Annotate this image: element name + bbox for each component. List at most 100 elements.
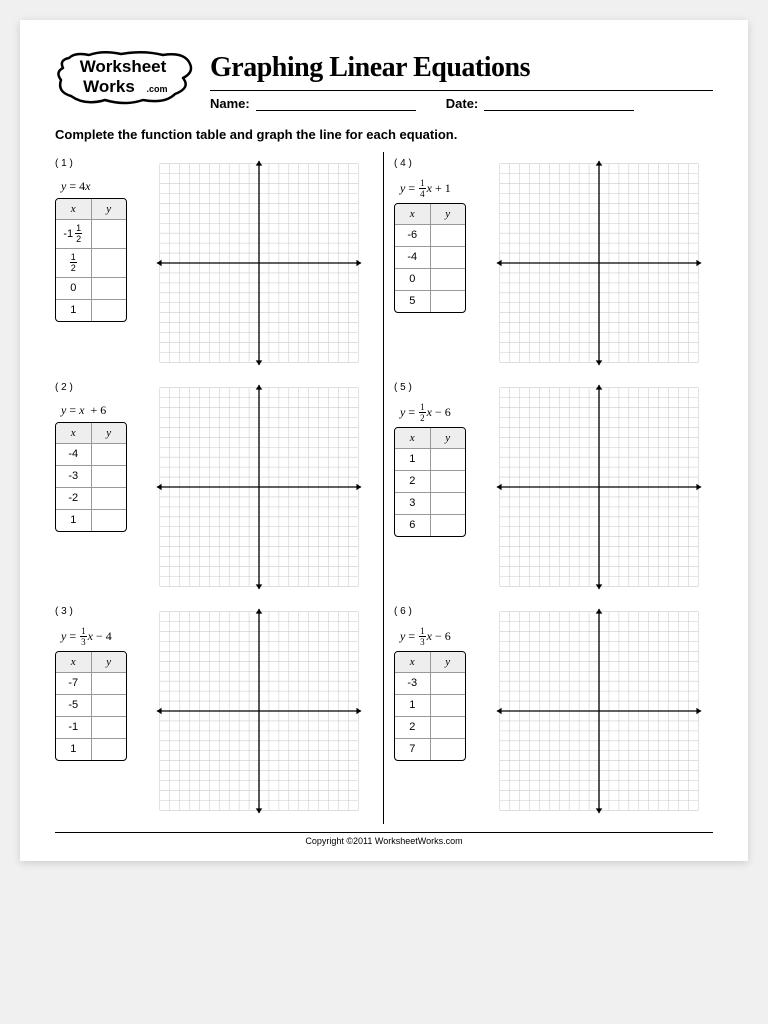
- date-blank[interactable]: [484, 95, 634, 111]
- table-row: -112: [56, 219, 126, 248]
- equation: y = 14x + 1: [394, 179, 476, 199]
- table-row: 7: [395, 738, 465, 760]
- table-row: -6: [395, 224, 465, 246]
- y-cell[interactable]: [431, 493, 466, 514]
- problem-left: ( 5 ) y = 12x − 6 x y 1236: [394, 382, 476, 592]
- equation: y = 4x: [55, 179, 137, 194]
- y-cell[interactable]: [431, 247, 466, 268]
- header-right: Graphing Linear Equations Name: Date:: [210, 50, 713, 111]
- y-cell[interactable]: [431, 673, 466, 694]
- grid-area[interactable]: [145, 606, 373, 816]
- problem-left: ( 6 ) y = 13x − 6 x y -3127: [394, 606, 476, 816]
- table-row: 3: [395, 492, 465, 514]
- y-cell[interactable]: [431, 291, 466, 312]
- coordinate-grid: [494, 606, 704, 816]
- y-header: y: [92, 199, 127, 219]
- y-cell[interactable]: [431, 739, 466, 760]
- name-label: Name:: [210, 96, 250, 111]
- grid-area[interactable]: [145, 158, 373, 368]
- x-header: x: [56, 423, 92, 443]
- x-cell: 6: [395, 515, 431, 536]
- y-header: y: [431, 652, 466, 672]
- grid-area[interactable]: [145, 382, 373, 592]
- table-row: -3: [56, 465, 126, 487]
- name-blank[interactable]: [256, 95, 416, 111]
- x-cell: -4: [56, 444, 92, 465]
- table-row: 1: [395, 448, 465, 470]
- table-row: 1: [56, 738, 126, 760]
- x-cell: -1: [56, 717, 92, 738]
- y-cell[interactable]: [92, 300, 127, 321]
- problem-left: ( 2 ) y = x + 6 x y -4-3-21: [55, 382, 137, 592]
- y-cell[interactable]: [92, 220, 127, 248]
- coordinate-grid: [154, 158, 364, 368]
- coordinate-grid: [494, 158, 704, 368]
- y-cell[interactable]: [431, 471, 466, 492]
- y-cell[interactable]: [431, 695, 466, 716]
- y-cell[interactable]: [92, 695, 127, 716]
- x-cell: 1: [56, 739, 92, 760]
- y-cell[interactable]: [92, 510, 127, 531]
- table-header: x y: [56, 652, 126, 672]
- table-row: 5: [395, 290, 465, 312]
- equation: y = x + 6: [55, 403, 137, 418]
- column-left: ( 1 ) y = 4x x y -1121201 ( 2 ) y = x + …: [55, 152, 384, 824]
- name-field: Name:: [210, 95, 416, 111]
- table-row: -4: [56, 443, 126, 465]
- problem-number: ( 4 ): [394, 158, 476, 169]
- table-row: -4: [395, 246, 465, 268]
- y-cell[interactable]: [92, 466, 127, 487]
- logo: Worksheet Works .com: [55, 50, 195, 115]
- problem: ( 3 ) y = 13x − 4 x y -7-5-11: [55, 600, 373, 824]
- y-cell[interactable]: [431, 269, 466, 290]
- y-cell[interactable]: [431, 449, 466, 470]
- y-cell[interactable]: [92, 673, 127, 694]
- function-table: x y 1236: [394, 427, 466, 537]
- table-row: -7: [56, 672, 126, 694]
- x-cell: 0: [395, 269, 431, 290]
- coordinate-grid: [494, 382, 704, 592]
- y-cell[interactable]: [431, 717, 466, 738]
- y-cell[interactable]: [92, 249, 127, 277]
- problem: ( 2 ) y = x + 6 x y -4-3-21: [55, 376, 373, 600]
- problem: ( 4 ) y = 14x + 1 x y -6-405: [394, 152, 713, 376]
- x-cell: 7: [395, 739, 431, 760]
- x-header: x: [395, 652, 431, 672]
- x-cell: -2: [56, 488, 92, 509]
- coordinate-grid: [154, 606, 364, 816]
- table-header: x y: [56, 199, 126, 219]
- function-table: x y -7-5-11: [55, 651, 127, 761]
- table-row: -1: [56, 716, 126, 738]
- date-field: Date:: [446, 95, 635, 111]
- y-cell[interactable]: [92, 717, 127, 738]
- function-table: x y -6-405: [394, 203, 466, 313]
- svg-text:Works: Works: [83, 77, 135, 96]
- y-cell[interactable]: [92, 444, 127, 465]
- table-row: 2: [395, 716, 465, 738]
- x-cell: 1: [395, 449, 431, 470]
- x-header: x: [56, 652, 92, 672]
- function-table: x y -4-3-21: [55, 422, 127, 532]
- grid-area[interactable]: [484, 158, 713, 368]
- y-header: y: [92, 423, 127, 443]
- problem-left: ( 3 ) y = 13x − 4 x y -7-5-11: [55, 606, 137, 816]
- equation: y = 13x − 6: [394, 627, 476, 647]
- table-row: -2: [56, 487, 126, 509]
- x-cell: -112: [56, 220, 92, 248]
- x-cell: 0: [56, 278, 92, 299]
- problems-grid: ( 1 ) y = 4x x y -1121201 ( 2 ) y = x + …: [55, 152, 713, 824]
- y-cell[interactable]: [431, 225, 466, 246]
- y-cell[interactable]: [92, 278, 127, 299]
- table-header: x y: [56, 423, 126, 443]
- x-cell: -3: [56, 466, 92, 487]
- grid-area[interactable]: [484, 382, 713, 592]
- table-row: 1: [56, 299, 126, 321]
- y-cell[interactable]: [92, 739, 127, 760]
- header-fields: Name: Date:: [210, 90, 713, 111]
- y-cell[interactable]: [431, 515, 466, 536]
- grid-area[interactable]: [484, 606, 713, 816]
- function-table: x y -3127: [394, 651, 466, 761]
- x-cell: 2: [395, 471, 431, 492]
- y-cell[interactable]: [92, 488, 127, 509]
- x-header: x: [395, 204, 431, 224]
